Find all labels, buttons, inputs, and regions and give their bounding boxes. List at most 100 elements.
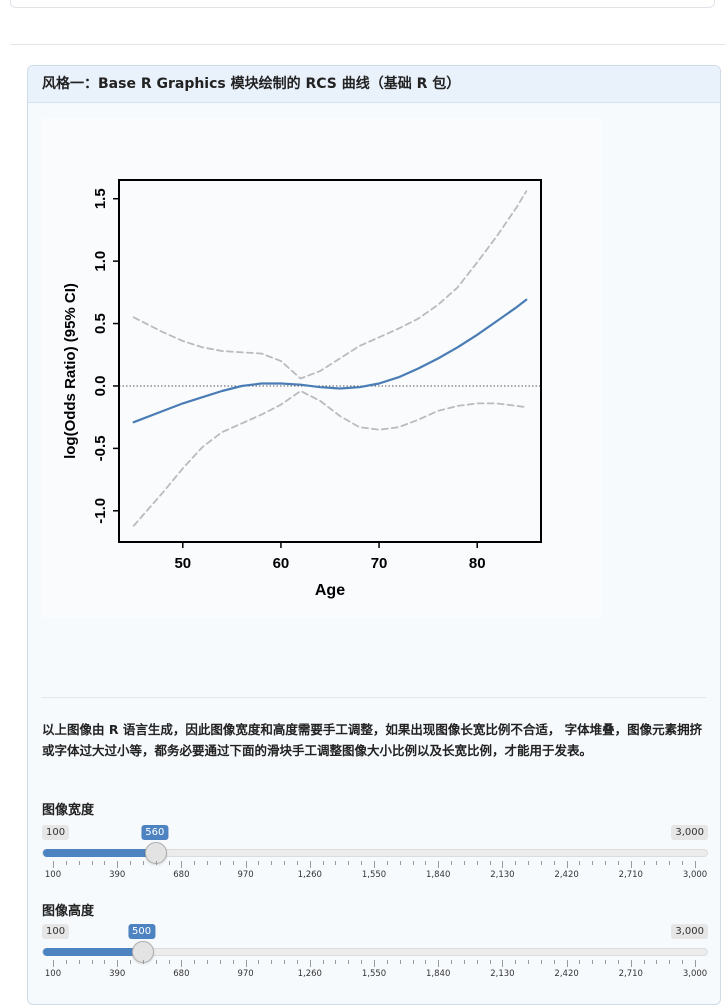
slider-minor-tick [476,861,478,865]
y-tick-label: 0.5 [92,313,109,334]
slider-minor-tick [476,960,478,964]
slider-minor-tick [65,960,67,964]
x-tick-label: 50 [174,555,191,572]
slider-minor-tick [540,861,542,865]
slider-minor-tick [78,960,80,964]
width-slider-track[interactable] [42,842,708,864]
slider-minor-tick [643,861,645,865]
slider-major-tick [630,960,632,967]
slider-minor-tick [104,960,106,964]
slider-minor-tick [592,861,594,865]
height-slider-track[interactable] [42,941,708,963]
slider-minor-tick [605,861,607,865]
slider-tick-label: 3,000 [682,969,708,979]
slider-tick-label: 970 [237,870,254,880]
slider-minor-tick [682,960,684,964]
slider-minor-tick [579,960,581,964]
slider-minor-tick [528,861,530,865]
slider-major-tick [181,960,183,967]
slider-major-tick [438,861,440,868]
slider-minor-tick [643,960,645,964]
slider-tick-label: 390 [109,870,126,880]
slider-minor-tick [322,960,324,964]
slider-major-tick [566,960,568,967]
slider-major-tick [245,960,247,967]
slider-tick-label: 3,000 [682,870,708,880]
slider-minor-tick [451,861,453,865]
slider-minor-tick [65,861,67,865]
slider-tick-label: 2,420 [554,870,579,880]
slider-tick-label: 1,550 [361,870,387,880]
slider-minor-tick [425,861,427,865]
series-line-upper [132,190,528,380]
slider-minor-tick [656,861,658,865]
slider-minor-tick [425,960,427,964]
slider-minor-tick [194,960,196,964]
slider-minor-tick [361,960,363,964]
slider-major-tick [374,861,375,868]
x-tick-label: 80 [469,555,486,572]
slider-minor-tick [296,861,298,865]
height-max-badge: 3,000 [671,924,708,939]
height-min-badge: 100 [42,924,70,939]
slider-major-tick [502,861,504,868]
y-axis-title: log(Odds Ratio) (95% CI) [62,283,79,459]
slider-minor-tick [142,960,144,964]
slider-minor-tick [515,861,517,865]
slider-minor-tick [168,960,170,964]
width-slider-ticks: 100 390 680 970 1,260 1,550 1,840 2,130 2,420 2,7… [42,861,708,880]
slider-minor-tick [669,960,671,964]
slider-minor-tick [386,960,388,964]
height-slider-handle[interactable] [131,941,154,963]
slider-major-tick [695,861,696,868]
slider-minor-tick [412,861,414,865]
slider-tick-label: 1,840 [426,870,451,880]
height-slider-fill [43,948,143,956]
slider-tick-label: 2,710 [618,870,643,880]
slider-minor-tick [284,960,286,964]
y-tick-label: 0.0 [92,376,109,397]
slider-minor-tick [656,960,658,964]
slider-minor-tick [142,861,144,865]
slider-minor-tick [669,861,671,865]
slider-minor-tick [553,861,555,865]
slider-minor-tick [335,861,337,865]
slider-minor-tick [553,960,555,964]
slider-minor-tick [258,960,260,964]
slider-minor-tick [463,861,465,865]
slider-minor-tick [232,861,234,865]
slider-tick-label: 680 [173,870,190,880]
panel-divider [41,697,706,698]
slider-tick-label: 2,420 [554,969,579,979]
slider-tick-label: 390 [109,969,126,979]
slider-minor-tick [155,960,157,964]
slider-minor-tick [296,960,298,964]
slider-minor-tick [207,861,209,865]
slider-major-tick [566,861,568,868]
width-slider-fill [43,849,156,857]
rcs-chart-svg: 50 60 70 80 -1.0 -0.5 0.0 0.5 1.0 1.5 Age log(Odds … [62,179,542,599]
slider-major-tick [502,960,504,967]
slider-minor-tick [91,861,93,865]
slider-tick-label: 1,260 [297,870,322,880]
slider-minor-tick [386,861,388,865]
slider-tick-label: 1,550 [361,969,387,979]
slider-minor-tick [284,861,286,865]
slider-minor-tick [130,960,132,964]
slider-minor-tick [489,960,491,964]
y-tick-label: -0.5 [92,435,109,461]
slider-major-tick [245,861,247,868]
y-tick-label: -1.0 [92,498,109,524]
slider-minor-tick [579,861,581,865]
plot-frame [118,179,542,543]
slider-tick-label: 1,260 [297,969,322,979]
slider-minor-tick [207,960,209,964]
slider-minor-tick [271,960,273,964]
height-slider-ticks: 100 390 680 970 1,260 1,550 1,840 2,130 2,420 2,7… [42,960,708,979]
slider-minor-tick [78,861,80,865]
slider-minor-tick [335,960,337,964]
x-tick-label: 70 [371,555,388,572]
slider-major-tick [117,960,119,967]
slider-minor-tick [451,960,453,964]
slider-minor-tick [605,960,607,964]
